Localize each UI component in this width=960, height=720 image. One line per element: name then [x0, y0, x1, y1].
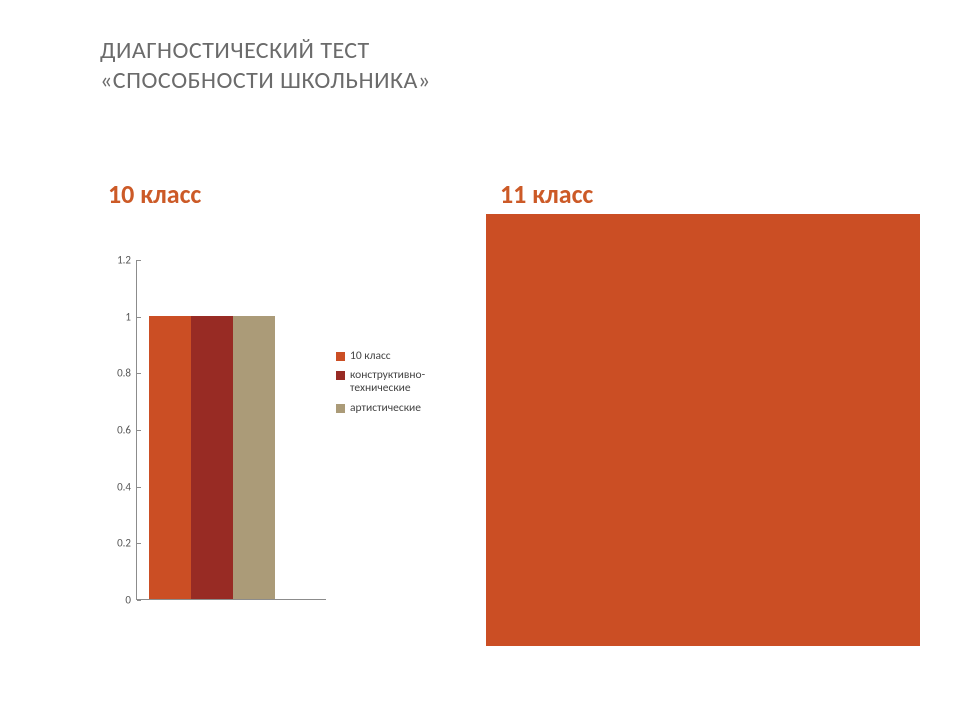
y-tick-label: 1 — [125, 310, 131, 323]
legend-label: артистические — [350, 402, 421, 415]
panel-11 — [486, 214, 920, 646]
plot-area: 00.20.40.60.811.2 — [136, 260, 326, 600]
tick-mark — [137, 430, 141, 431]
bar — [191, 316, 233, 599]
bar-group — [137, 260, 275, 599]
y-tick-label: 1.2 — [117, 254, 131, 267]
tick-mark — [137, 317, 141, 318]
legend-label: конструктивно-технические — [350, 369, 476, 395]
bar — [233, 316, 275, 599]
tick-mark — [137, 373, 141, 374]
y-tick-label: 0 — [125, 594, 131, 607]
legend: 10 класс конструктивно-технические артисти… — [336, 350, 476, 421]
legend-swatch — [336, 352, 345, 361]
y-tick-label: 0.4 — [117, 480, 131, 493]
subtitle-11: 11 класс — [500, 178, 593, 210]
y-tick-label: 0.2 — [117, 537, 131, 550]
legend-swatch — [336, 371, 345, 380]
legend-label: 10 класс — [350, 350, 391, 363]
subtitle-10: 10 класс — [108, 178, 201, 210]
title-line-1: ДИАГНОСТИЧЕСКИЙ ТЕСТ — [100, 36, 370, 65]
legend-swatch — [336, 404, 345, 413]
y-tick-label: 0.6 — [117, 424, 131, 437]
tick-mark — [137, 487, 141, 488]
y-tick-label: 0.8 — [117, 367, 131, 380]
bars — [149, 316, 275, 599]
legend-item: артистические — [336, 402, 476, 415]
legend-item: конструктивно-технические — [336, 369, 476, 395]
tick-mark — [137, 260, 141, 261]
slide: ДИАГНОСТИЧЕСКИЙ ТЕСТ «СПОСОБНОСТИ ШКОЛЬН… — [0, 0, 960, 720]
page-title: ДИАГНОСТИЧЕСКИЙ ТЕСТ «СПОСОБНОСТИ ШКОЛЬН… — [100, 36, 431, 96]
chart-10: 00.20.40.60.811.2 10 класс конструктивно-… — [96, 260, 476, 630]
legend-item: 10 класс — [336, 350, 476, 363]
title-line-2: «СПОСОБНОСТИ ШКОЛЬНИКА» — [100, 66, 431, 95]
tick-mark — [137, 543, 141, 544]
tick-mark — [137, 600, 141, 601]
bar — [149, 316, 191, 599]
